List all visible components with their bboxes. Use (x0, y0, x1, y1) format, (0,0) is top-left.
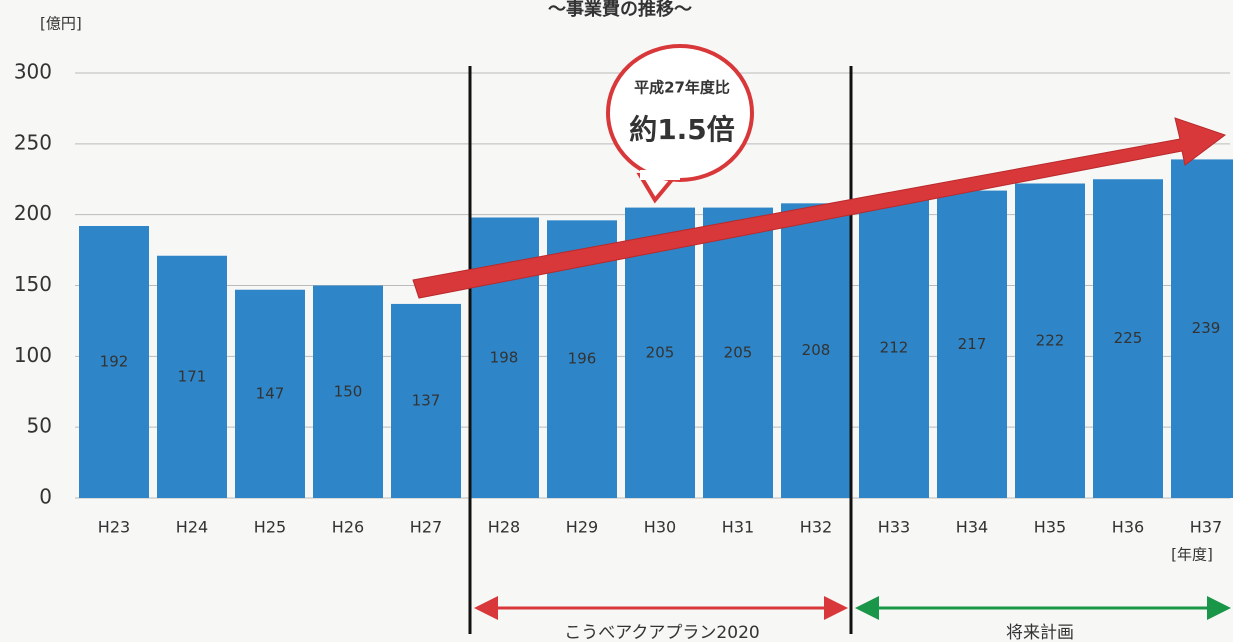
bar (157, 255, 227, 498)
data-label: 212 (880, 338, 909, 356)
x-tick-label: H34 (956, 518, 988, 537)
x-tick-label: H27 (410, 518, 442, 537)
bar (313, 285, 383, 498)
y-tick-label: 150 (14, 272, 52, 296)
data-label: 196 (568, 350, 597, 368)
data-label: 192 (100, 353, 129, 371)
x-tick-label: H30 (644, 518, 676, 537)
x-tick-label: H33 (878, 518, 910, 537)
y-tick-label: 250 (14, 130, 52, 154)
data-label: 217 (958, 335, 987, 353)
data-label: 147 (256, 384, 285, 402)
y-tick-label: 0 (39, 485, 52, 509)
data-label: 198 (490, 348, 519, 366)
x-tick-label: H26 (332, 518, 364, 537)
trend-arrow (412, 117, 1227, 299)
x-tick-label: H28 (488, 518, 520, 537)
bar (79, 226, 149, 498)
x-tick-label: H35 (1034, 518, 1066, 537)
x-unit: [年度] (1171, 546, 1213, 564)
period-label: こうべアクアプラン2020 (564, 623, 759, 642)
bar (859, 197, 929, 498)
y-tick-label: 100 (14, 343, 52, 367)
x-tick-label: H37 (1190, 518, 1222, 537)
data-label: 225 (1114, 329, 1143, 347)
x-tick-label: H32 (800, 518, 832, 537)
bar (1093, 179, 1163, 498)
bar (391, 303, 461, 498)
data-label: 205 (646, 343, 675, 361)
y-tick-label: 300 (14, 60, 52, 84)
y-tick-label: 50 (27, 414, 52, 438)
x-tick-label: H29 (566, 518, 598, 537)
y-tick-label: 200 (14, 201, 52, 225)
bar (235, 289, 305, 498)
callout-joint (640, 170, 680, 180)
data-label: 205 (724, 343, 753, 361)
callout-text: 約1.5倍 (629, 113, 735, 146)
bar (1015, 183, 1085, 498)
data-label: 208 (802, 341, 831, 359)
callout-text: 平成27年度比 (634, 79, 730, 97)
x-tick-label: H31 (722, 518, 754, 537)
data-label: 222 (1036, 331, 1065, 349)
data-label: 239 (1192, 319, 1221, 337)
bar (781, 203, 851, 499)
chart-title: ～事業費の推移～ (548, 0, 692, 20)
y-unit: [億円] (40, 15, 82, 33)
bar (937, 190, 1007, 499)
data-label: 137 (412, 391, 441, 409)
bar (703, 207, 773, 499)
bar (1171, 159, 1233, 498)
x-tick-label: H24 (176, 518, 208, 537)
x-tick-label: H23 (98, 518, 130, 537)
period-label: 将来計画 (1006, 623, 1074, 642)
x-tick-label: H25 (254, 518, 286, 537)
data-label: 150 (334, 382, 363, 400)
x-tick-label: H36 (1112, 518, 1144, 537)
data-label: 171 (178, 367, 207, 385)
